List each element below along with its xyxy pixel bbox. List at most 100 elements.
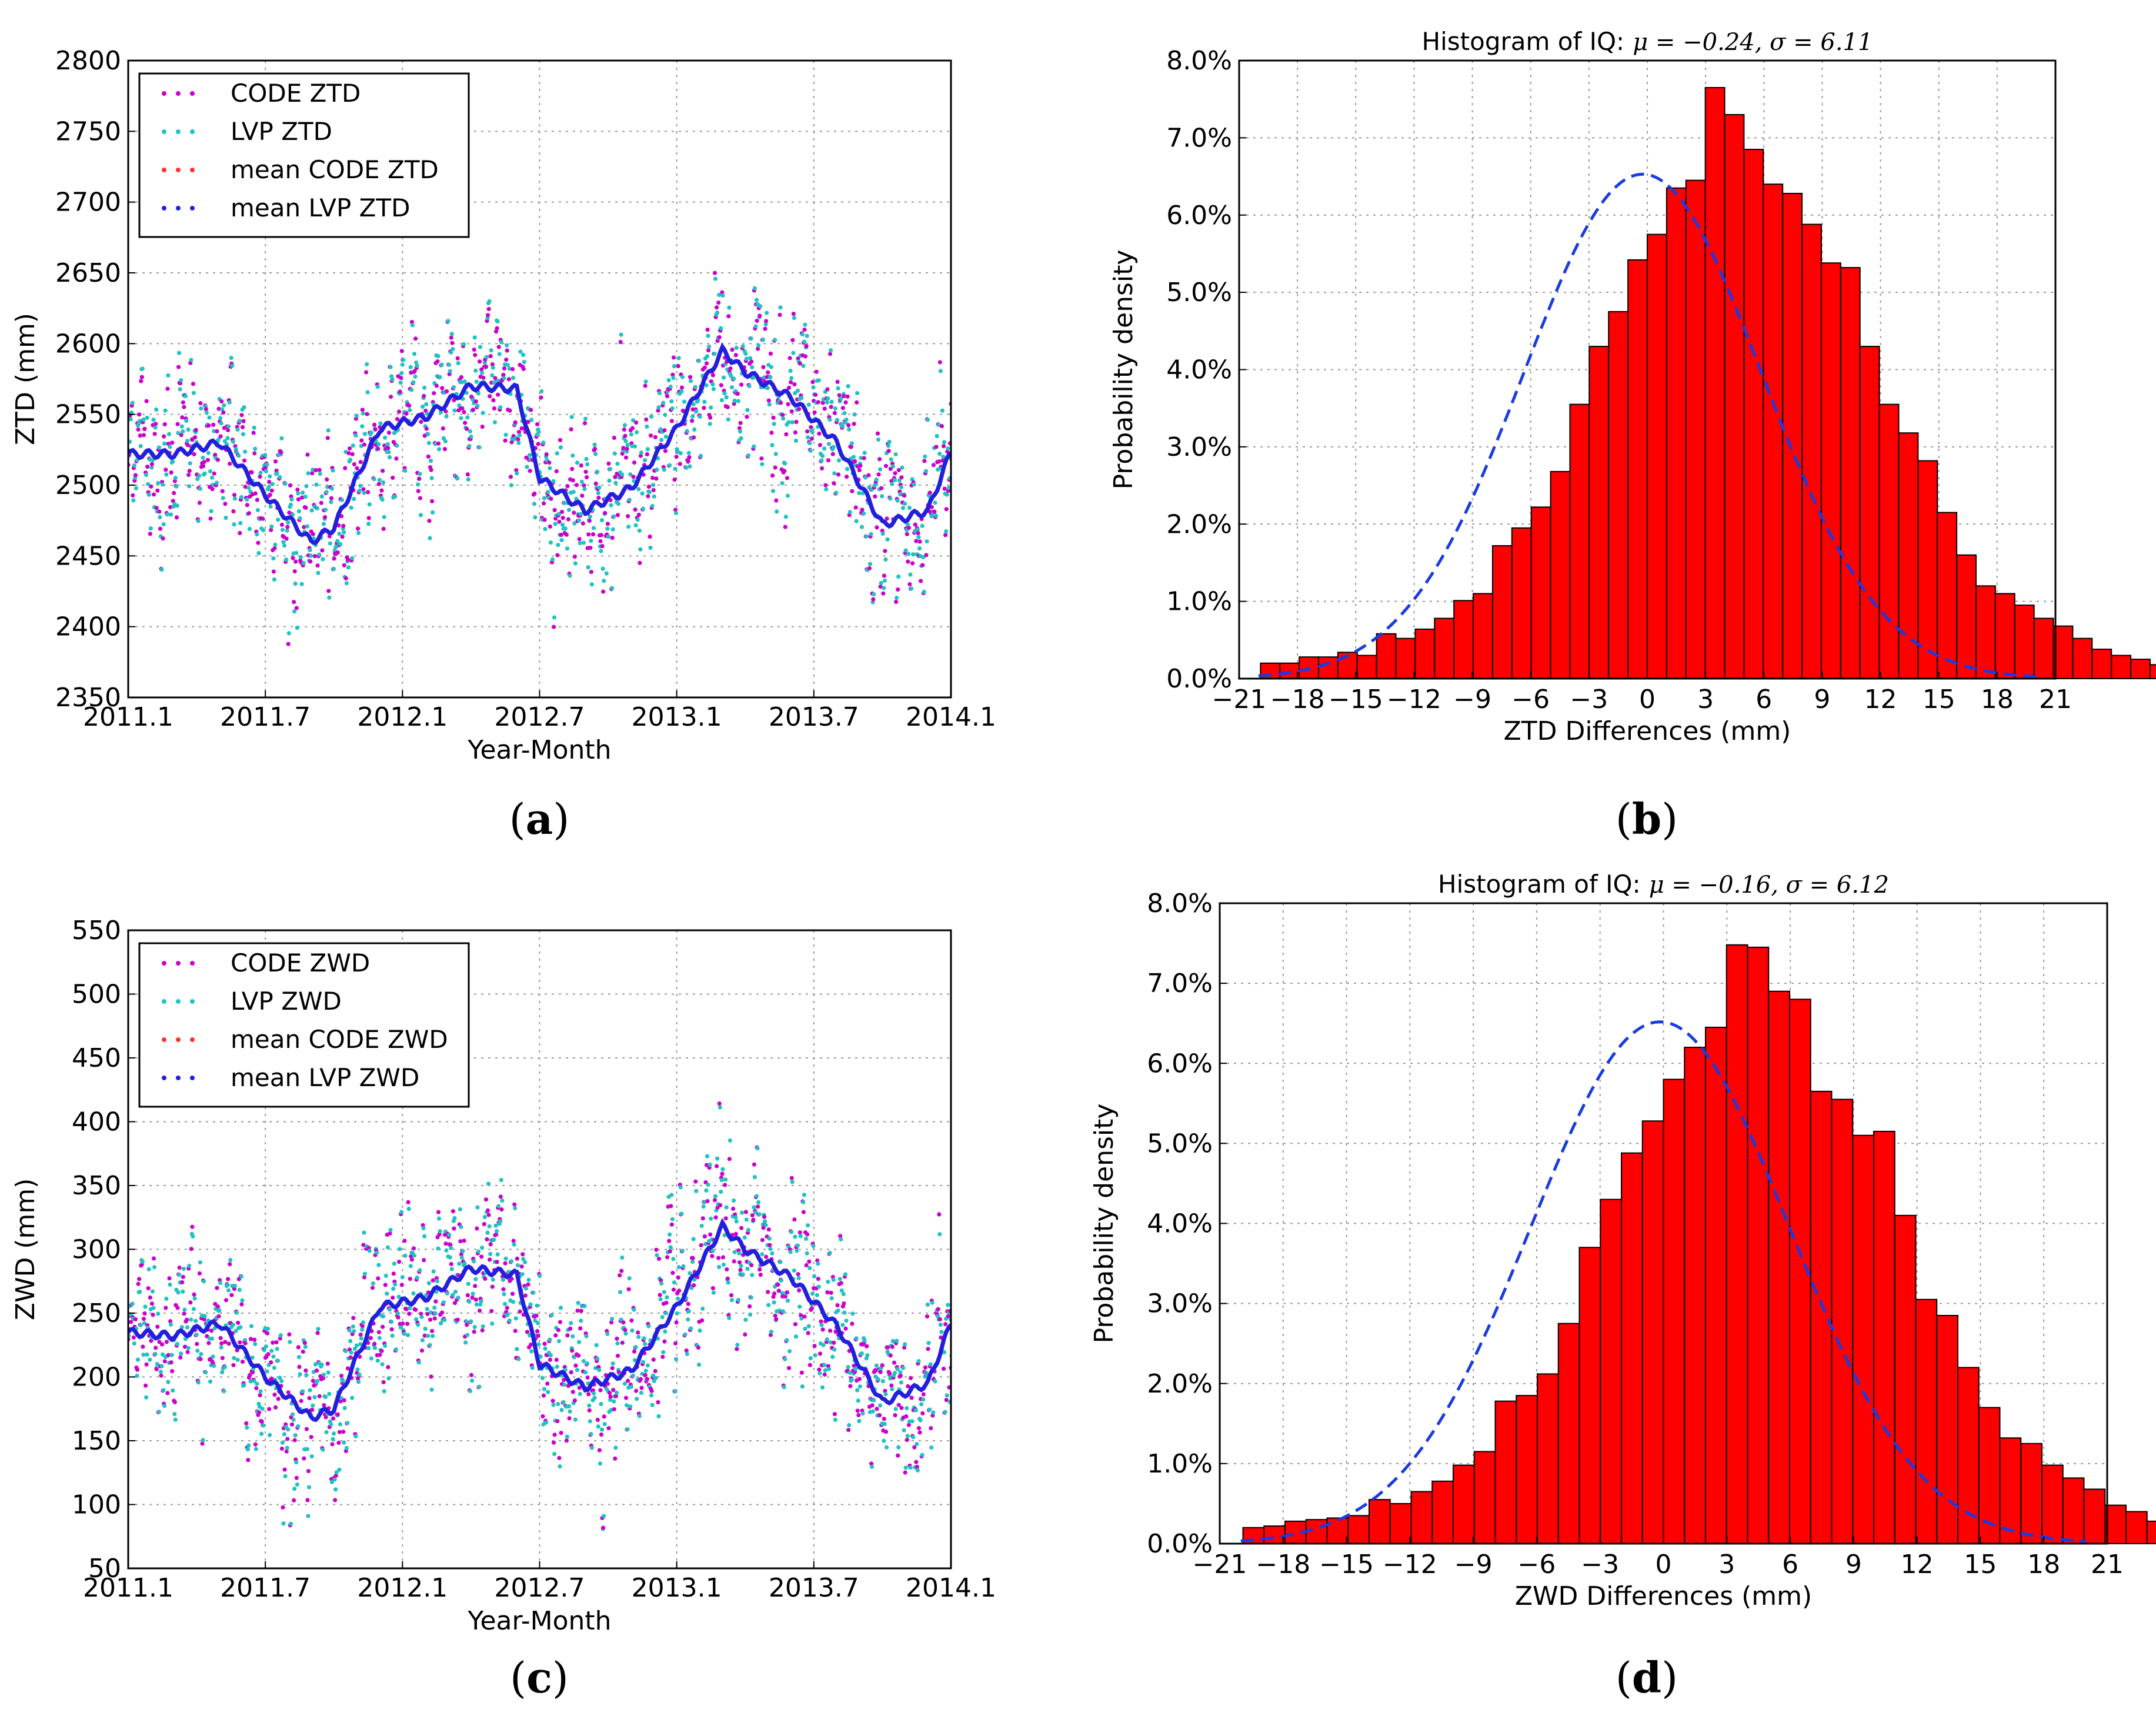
code-point — [654, 1247, 659, 1252]
lvp-point — [408, 1264, 413, 1268]
histogram-bar — [2091, 649, 2112, 680]
lvp-point — [500, 1198, 505, 1203]
code-point — [615, 1353, 620, 1358]
lvp-point — [166, 373, 171, 378]
lvp-point — [605, 1331, 610, 1337]
lvp-point — [710, 1248, 715, 1253]
code-point — [254, 1386, 259, 1391]
code-point — [796, 356, 800, 361]
lvp-point — [261, 1423, 266, 1428]
lvp-point — [161, 1388, 166, 1393]
lvp-point — [724, 395, 729, 400]
code-point — [146, 1286, 151, 1291]
lvp-point — [465, 1333, 470, 1337]
code-point — [165, 1391, 170, 1395]
lvp-point — [296, 1355, 302, 1360]
code-point — [501, 372, 506, 378]
lvp-point — [682, 399, 687, 404]
code-point — [776, 1283, 780, 1287]
x-tick-label: 2011.1 — [83, 1573, 173, 1603]
lvp-point — [171, 1388, 175, 1393]
code-point — [817, 431, 822, 436]
code-point — [780, 413, 785, 418]
lvp-point — [196, 1380, 201, 1385]
lvp-point — [618, 1290, 623, 1294]
lvp-point — [503, 432, 508, 438]
lvp-point — [238, 520, 243, 526]
code-point — [852, 1363, 856, 1368]
lvp-point — [800, 1384, 805, 1389]
code-point — [182, 1311, 186, 1316]
lvp-point — [449, 332, 454, 336]
code-point — [725, 405, 730, 409]
code-point — [226, 428, 231, 433]
code-point — [245, 503, 249, 507]
lvp-point — [755, 1146, 760, 1151]
code-point — [175, 1305, 180, 1310]
lvp-point — [801, 363, 806, 368]
code-point — [202, 1317, 206, 1322]
code-point — [677, 462, 682, 466]
lvp-point — [135, 1374, 139, 1378]
lvp-point — [687, 1271, 692, 1275]
lvp-point — [165, 512, 169, 517]
legend-entry: mean LVP ZTD — [231, 193, 410, 222]
lvp-point — [807, 1265, 812, 1271]
lvp-point — [721, 1263, 726, 1267]
code-point — [346, 451, 351, 456]
lvp-point — [799, 1316, 804, 1321]
histogram-bar — [1704, 86, 1726, 679]
code-point — [483, 1276, 488, 1281]
code-point — [700, 1216, 705, 1221]
code-point — [459, 375, 464, 380]
code-point — [770, 473, 775, 478]
lvp-point — [778, 1260, 783, 1264]
code-point — [162, 422, 167, 427]
panel-label-b: (b) — [1616, 794, 1678, 844]
code-point — [883, 549, 887, 553]
code-point — [579, 463, 583, 468]
lvp-point — [499, 1177, 503, 1183]
lvp-point — [168, 445, 172, 449]
code-point — [366, 516, 371, 520]
y-tick-label: 3.0% — [1147, 1289, 1213, 1319]
lvp-point — [750, 365, 755, 370]
code-point — [702, 406, 706, 410]
lvp-point — [560, 522, 565, 527]
lvp-point — [551, 479, 556, 483]
lvp-point — [577, 1340, 582, 1344]
code-point — [885, 516, 889, 521]
code-point — [325, 436, 330, 440]
code-point — [432, 1316, 437, 1321]
lvp-point — [343, 1348, 348, 1354]
code-point — [473, 353, 478, 358]
lvp-point — [212, 429, 216, 433]
code-point — [376, 1330, 381, 1335]
code-point — [197, 1271, 202, 1276]
code-point — [133, 1317, 138, 1322]
lvp-point — [880, 532, 885, 536]
panel-label-open: ( — [510, 1653, 526, 1702]
lvp-point — [316, 1327, 321, 1331]
lvp-point — [688, 379, 693, 383]
code-point — [629, 1318, 634, 1323]
lvp-point — [315, 1378, 320, 1383]
code-point — [883, 1430, 889, 1434]
lvp-point — [385, 1291, 389, 1296]
lvp-point — [270, 482, 275, 486]
code-point — [565, 484, 570, 489]
lvp-point — [390, 377, 395, 382]
histogram-bar — [2149, 664, 2156, 680]
code-point — [917, 1430, 922, 1435]
code-point — [320, 548, 325, 553]
code-point — [190, 438, 195, 442]
code-point — [137, 412, 142, 417]
code-point — [607, 1391, 612, 1395]
code-point — [535, 422, 540, 427]
lvp-point — [745, 408, 750, 412]
code-point — [449, 1261, 453, 1267]
code-point — [769, 430, 774, 435]
lvp-point — [541, 440, 546, 445]
lvp-point — [381, 1314, 386, 1319]
lvp-point — [191, 1307, 196, 1311]
